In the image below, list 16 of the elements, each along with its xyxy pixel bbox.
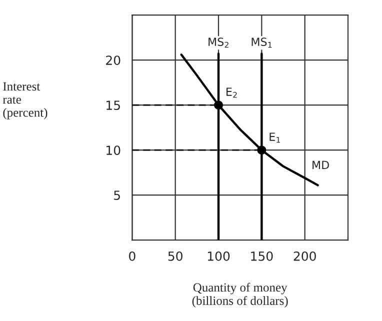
series-label: MD	[312, 160, 329, 170]
x-tick-label: 200	[294, 251, 316, 261]
x-tick-label: 150	[251, 251, 273, 261]
x-axis-title: Quantity of money (billions of dollars)	[192, 282, 288, 308]
series-label: MS$_{1}$	[252, 38, 272, 48]
y-tick-label: 5	[114, 190, 120, 200]
y-tick-label: 10	[106, 146, 120, 156]
annotation: E$_{2}$	[226, 88, 237, 98]
annotation: E$_{1}$	[270, 132, 280, 143]
y-tick-label: 20	[106, 56, 120, 66]
y-tick-label: 15	[106, 100, 120, 110]
x-tick-label: 50	[168, 251, 182, 261]
y-axis-title: Interest rate (percent)	[2, 82, 48, 120]
x-tick-label: 100	[208, 251, 230, 261]
series-label: MS$_{2}$	[208, 38, 228, 48]
x-tick-label: 0	[129, 251, 136, 261]
